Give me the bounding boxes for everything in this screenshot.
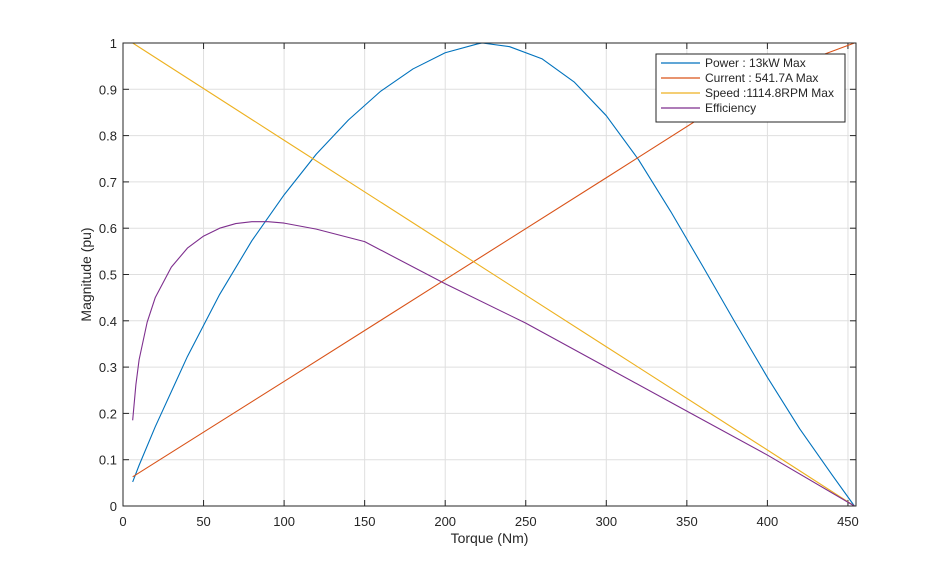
tick-labels: 0 50 100 150 200 250 300 350 400 450 0 0.1 0.2 0.3 0.4… xyxy=(99,36,859,529)
x-tick-label: 400 xyxy=(757,514,779,529)
y-tick-label: 0.3 xyxy=(99,360,117,375)
y-tick-label: 0 xyxy=(110,499,117,514)
y-tick-label: 0.2 xyxy=(99,406,117,421)
series-lines xyxy=(132,42,855,507)
x-tick-label: 350 xyxy=(676,514,698,529)
x-tick-label: 150 xyxy=(354,514,376,529)
y-tick-label: 0.9 xyxy=(99,82,117,97)
x-tick-label: 250 xyxy=(515,514,537,529)
x-tick-label: 200 xyxy=(434,514,456,529)
axes-box xyxy=(122,42,857,507)
legend-label-current: Current : 541.7A Max xyxy=(705,71,818,85)
y-tick-label: 0.5 xyxy=(99,268,117,283)
y-tick-label: 0.7 xyxy=(99,175,117,190)
y-tick-label: 0.1 xyxy=(99,453,117,468)
x-tick-label: 100 xyxy=(273,514,295,529)
series-line-efficiency xyxy=(132,221,855,507)
legend-label-power: Power : 13kW Max xyxy=(705,56,806,70)
x-axis-label: Torque (Nm) xyxy=(451,530,529,546)
x-tick-label: 50 xyxy=(196,514,210,529)
y-tick-label: 0.6 xyxy=(99,221,117,236)
legend-label-speed: Speed :1114.8RPM Max xyxy=(705,86,834,100)
x-tick-label: 0 xyxy=(119,514,126,529)
y-tick-label: 0.8 xyxy=(99,129,117,144)
x-tick-label: 300 xyxy=(595,514,617,529)
y-tick-label: 0.4 xyxy=(99,314,117,329)
x-tick-label: 450 xyxy=(837,514,859,529)
y-axis-label: Magnitude (pu) xyxy=(78,227,94,321)
y-tick-label: 1 xyxy=(110,36,117,51)
legend-box xyxy=(655,53,846,123)
series-line-speed xyxy=(132,42,855,507)
legend-label-efficiency: Efficiency xyxy=(705,101,756,115)
